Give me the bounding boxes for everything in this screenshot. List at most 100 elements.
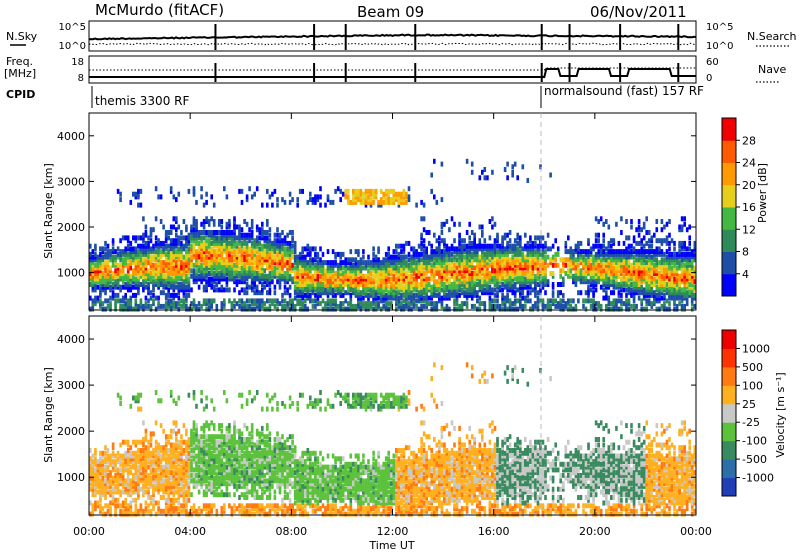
velocity-cell xyxy=(119,478,122,484)
power-cell xyxy=(622,260,626,266)
power-cell xyxy=(493,246,497,252)
power-cell xyxy=(316,268,320,274)
velocity-cell xyxy=(96,461,100,467)
power-cell xyxy=(410,262,413,268)
power-cell xyxy=(172,284,176,290)
power-cell xyxy=(139,282,143,287)
power-cell xyxy=(137,290,140,296)
power-cell xyxy=(202,249,206,255)
velocity-cell xyxy=(101,450,105,456)
power-cell xyxy=(384,273,388,279)
power-cell xyxy=(263,246,267,252)
power-cell xyxy=(541,254,545,260)
power-cell xyxy=(577,243,580,249)
power-cell xyxy=(185,260,188,266)
power-cell xyxy=(212,284,216,290)
power-cell xyxy=(440,251,444,257)
power-cell xyxy=(225,271,229,276)
power-cell xyxy=(291,243,294,249)
power-cell xyxy=(521,265,525,271)
power-cell xyxy=(288,251,292,257)
power-cell xyxy=(374,188,378,194)
velocity-cell xyxy=(134,506,138,512)
power-cell xyxy=(266,235,269,241)
power-cell xyxy=(94,265,97,271)
power-cell xyxy=(683,295,686,301)
power-cell xyxy=(162,260,165,266)
power-cell xyxy=(187,238,191,244)
power-cell xyxy=(420,279,423,285)
power-cell xyxy=(255,246,259,252)
power-cell xyxy=(481,265,484,271)
power-cell xyxy=(493,298,497,304)
power-cell xyxy=(101,262,105,268)
power-cell xyxy=(192,230,196,235)
power-cell xyxy=(119,306,122,312)
power-cell xyxy=(271,273,274,279)
power-cell xyxy=(453,290,456,296)
power-cell xyxy=(316,290,320,296)
power-cell xyxy=(430,301,433,307)
power-cell xyxy=(488,243,492,249)
power-cell xyxy=(230,273,234,279)
power-cell xyxy=(632,290,636,296)
power-cell xyxy=(680,268,684,274)
power-cell xyxy=(491,268,494,274)
power-cell xyxy=(215,262,219,268)
power-cell xyxy=(309,257,312,263)
velocity-cell xyxy=(104,456,107,462)
power-cell xyxy=(460,249,464,255)
power-cell xyxy=(615,221,618,227)
power-cell xyxy=(635,240,638,246)
power-cell xyxy=(417,257,421,263)
power-cell xyxy=(678,295,681,301)
power-cell xyxy=(390,257,393,263)
power-cell xyxy=(602,295,605,301)
power-cell xyxy=(653,295,656,301)
power-cell xyxy=(357,298,360,304)
power-cell xyxy=(392,268,396,274)
power-cell xyxy=(647,268,651,274)
power-cell xyxy=(316,292,320,298)
power-cell xyxy=(392,197,396,203)
power-cell xyxy=(374,306,378,312)
power-cell xyxy=(562,262,565,268)
power-cell xyxy=(212,262,216,268)
power-cell xyxy=(276,265,279,271)
power-cell xyxy=(233,276,236,282)
power-cell xyxy=(235,282,239,287)
power-cell xyxy=(362,273,365,279)
power-cell xyxy=(157,301,160,307)
power-cell xyxy=(347,273,350,279)
power-cell xyxy=(443,251,446,257)
power-cell xyxy=(443,290,446,296)
power-cell xyxy=(519,271,522,276)
power-cell xyxy=(420,216,423,222)
power-cell xyxy=(544,265,547,271)
power-cell xyxy=(200,235,203,241)
power-cell xyxy=(582,257,585,263)
power-cell xyxy=(175,268,178,274)
power-cell xyxy=(468,240,471,246)
power-cell xyxy=(501,306,504,312)
power-cell xyxy=(367,287,370,293)
velocity-cell xyxy=(134,497,138,503)
power-cell xyxy=(607,301,611,307)
power-cell xyxy=(541,303,545,309)
power-cell xyxy=(132,284,135,290)
power-cell xyxy=(680,216,684,222)
power-cell xyxy=(612,257,616,263)
velocity-cell xyxy=(111,442,115,448)
power-cell xyxy=(205,238,208,244)
power-cell xyxy=(220,262,224,268)
power-cell xyxy=(91,273,95,279)
power-cell xyxy=(690,276,694,282)
power-cell xyxy=(448,227,451,233)
power-cell xyxy=(637,276,641,282)
power-cell xyxy=(640,298,643,304)
power-cell xyxy=(291,249,294,255)
velocity-cell xyxy=(119,508,122,514)
power-cell xyxy=(650,273,654,279)
power-cell xyxy=(253,268,256,274)
power-cell xyxy=(233,232,236,238)
